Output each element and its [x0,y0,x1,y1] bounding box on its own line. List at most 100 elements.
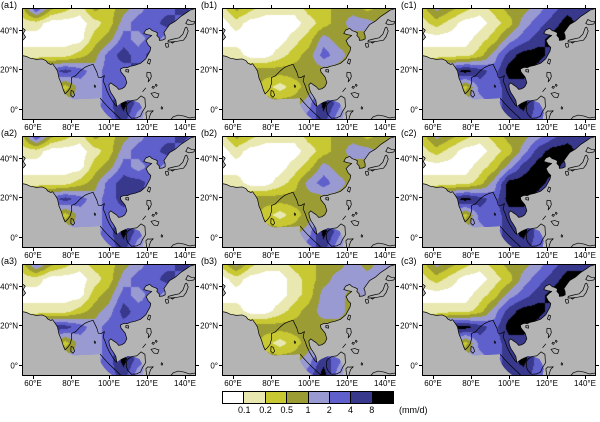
axis-tick [396,325,399,326]
axis-tick [196,286,199,287]
lon-tick-label: 120°E [336,379,358,388]
lon-tick-label: 120°E [536,379,558,388]
lat-tick-label: 40°N [0,154,18,163]
colorbar-swatch-2-4 [329,392,352,403]
axis-tick [385,133,386,136]
axis-tick [396,197,399,198]
lat-tick-label: 40°N [0,282,18,291]
lat-tick-label: 40°N [400,154,418,163]
lon-tick-label: 80°E [262,379,280,388]
axis-tick [347,120,348,123]
axis-tick [471,261,472,264]
lat-tick-label: 0° [210,233,218,242]
axis-tick [509,133,510,136]
axis-tick [109,133,110,136]
lon-tick-label: 80°E [462,379,480,388]
axis-tick [385,120,386,123]
colorbar-swatch-4-8 [351,392,373,403]
axis-tick [233,248,234,251]
colorbar-swatch-0.1-0.2 [244,392,266,403]
lat-tick-label: 20°N [0,193,18,202]
axis-tick [19,109,22,110]
lon-tick-label: 140°E [574,379,596,388]
lat-tick-label: 20°N [0,65,18,74]
panel-a2: (a2) 60°E 80°E 100°E 120°E 140°E 40°N 20°N 0° [0,128,200,260]
axis-tick [233,261,234,264]
lat-tick-label: 0° [410,361,418,370]
panel-label-c1: (c1) [401,0,417,10]
axis-tick [19,158,22,159]
axis-tick [309,5,310,8]
lon-tick-label: 140°E [574,123,596,132]
axis-tick [596,325,599,326]
colorbar-swatch->8 [372,392,393,403]
lon-tick-label: 140°E [374,123,396,132]
axis-tick [471,133,472,136]
lon-tick-label: 80°E [462,123,480,132]
axis-tick [596,69,599,70]
lon-tick-label: 100°E [498,251,520,260]
lat-tick-label: 20°N [400,193,418,202]
lat-tick-label: 40°N [200,282,218,291]
axis-tick [547,248,548,251]
colorbar-swatch-0.2-0.5 [265,392,288,403]
axis-tick [309,248,310,251]
axis-tick [509,261,510,264]
axis-tick [433,5,434,8]
axis-tick [33,133,34,136]
map-canvas-c2 [422,136,596,248]
lon-tick-label: 80°E [62,379,80,388]
axis-tick [147,376,148,379]
axis-tick [33,261,34,264]
lon-tick-label: 60°E [224,123,242,132]
axis-tick [233,376,234,379]
map-canvas-b1 [222,8,396,120]
colorbar-tick-label: 0.1 [237,405,251,415]
axis-tick [271,261,272,264]
axis-tick [396,365,399,366]
axis-tick [433,261,434,264]
axis-tick [396,109,399,110]
axis-tick [471,376,472,379]
panel-label-a3: (a3) [1,256,18,266]
axis-tick [471,120,472,123]
lon-tick-label: 100°E [498,123,520,132]
lon-tick-label: 60°E [24,123,42,132]
lon-tick-label: 100°E [298,251,320,260]
lon-tick-label: 60°E [424,123,442,132]
lat-tick-label: 20°N [400,65,418,74]
lat-tick-label: 40°N [200,26,218,35]
axis-tick [547,5,548,8]
axis-tick [219,286,222,287]
axis-tick [19,30,22,31]
lon-tick-label: 100°E [98,251,120,260]
axis-tick [71,120,72,123]
panel-label-b1: (b1) [201,0,218,10]
axis-tick [547,261,548,264]
lat-tick-label: 20°N [200,193,218,202]
axis-tick [347,248,348,251]
axis-tick [71,376,72,379]
colorbar-swatch-<0.1 [223,392,245,403]
axis-tick [547,133,548,136]
axis-tick [596,158,599,159]
panel-c1: (c1) 60°E 80°E 100°E 120°E 140°E 40°N 20°N 0° [400,0,600,132]
axis-tick [109,261,110,264]
axis-tick [219,109,222,110]
colorbar-swatches [222,391,394,404]
lon-tick-label: 100°E [98,379,120,388]
axis-tick [196,197,199,198]
axis-tick [396,237,399,238]
axis-tick [309,261,310,264]
panel-c2: (c2) 60°E 80°E 100°E 120°E 140°E 40°N 20°N 0° [400,128,600,260]
axis-tick [19,365,22,366]
colorbar-tick-label: 0.5 [280,405,294,415]
axis-tick [196,365,199,366]
lon-tick-label: 60°E [224,251,242,260]
axis-tick [109,376,110,379]
axis-tick [385,248,386,251]
map-canvas-a3 [22,264,196,376]
lon-tick-label: 60°E [424,251,442,260]
axis-tick [219,158,222,159]
